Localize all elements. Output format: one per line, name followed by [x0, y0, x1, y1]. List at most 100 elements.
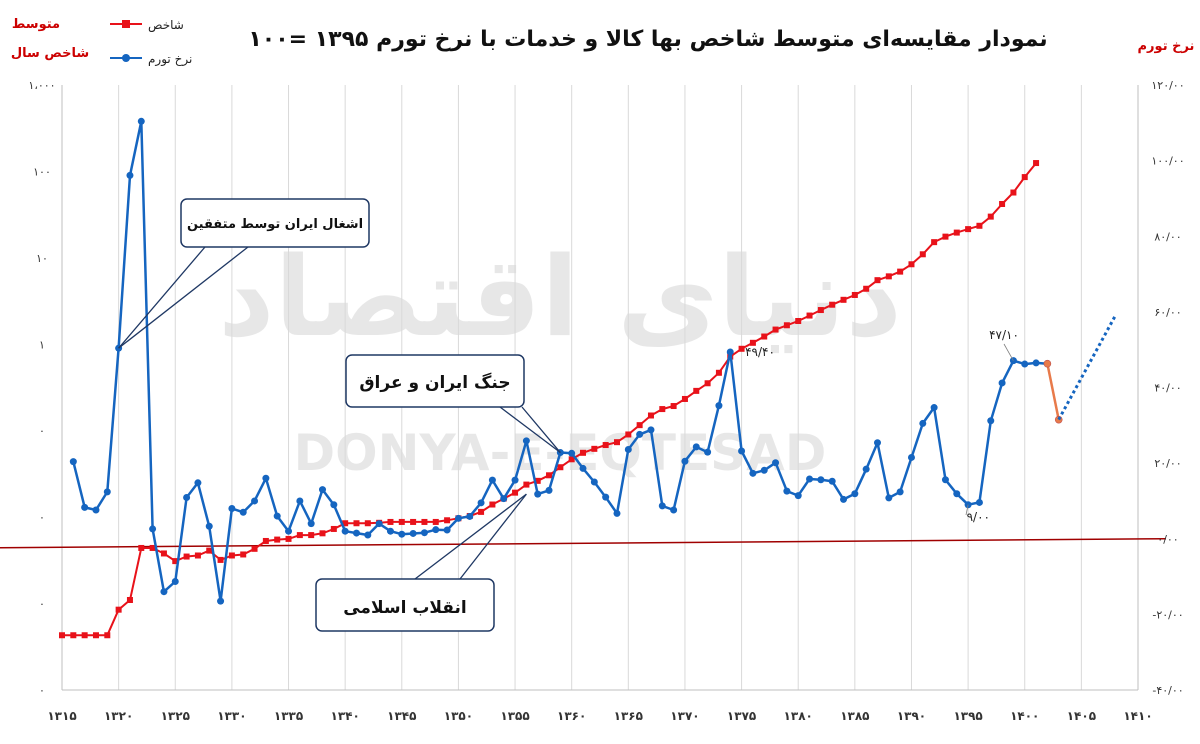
x-tick-label: ۱۳۷۰	[670, 709, 699, 723]
x-tick-label: ۱۳۴۵	[387, 709, 416, 723]
inflation-point	[692, 443, 700, 451]
inflation-point	[726, 348, 734, 356]
left-tick-label: ۰	[39, 684, 45, 697]
x-tick-label: ۱۳۲۰	[104, 709, 133, 723]
inflation-point	[681, 457, 689, 465]
inflation-point	[772, 459, 780, 467]
inflation-point	[103, 488, 111, 496]
index-point	[557, 464, 564, 471]
x-tick-label: ۱۴۱۰	[1123, 709, 1152, 723]
inflation-point	[828, 477, 836, 485]
index-point	[342, 520, 349, 527]
inflation-point	[364, 531, 372, 539]
index-point	[681, 395, 688, 402]
series-line-3	[1057, 314, 1117, 421]
inflation-point	[81, 503, 89, 511]
right-tick-label: -۲۰/۰۰	[1152, 608, 1183, 621]
watermark-fa-text: دنیای اقتصاد	[218, 233, 902, 361]
index-point	[217, 556, 224, 563]
inflation-point	[806, 475, 814, 483]
inflation-point	[613, 509, 621, 517]
index-point	[817, 307, 824, 314]
index-point	[126, 596, 133, 603]
index-point	[353, 520, 360, 527]
legend-marker-inflation	[122, 54, 130, 62]
x-tick-label: ۱۴۰۰	[1010, 709, 1039, 723]
index-point	[659, 406, 666, 413]
inflation-point	[296, 497, 304, 505]
inflation-point	[330, 501, 338, 509]
right-tick-label: -۴۰/۰۰	[1152, 684, 1183, 697]
inflation-point	[998, 379, 1006, 387]
index-point	[806, 312, 813, 319]
x-tick-label: ۱۳۸۵	[840, 709, 869, 723]
index-point	[308, 532, 315, 539]
callout-revolution-box	[315, 578, 495, 632]
index-point	[715, 369, 722, 376]
callout-revolution-pointer-b	[459, 493, 527, 580]
callout-war-pointer-b	[521, 406, 561, 453]
inflation-point	[92, 506, 100, 514]
index-point	[81, 632, 88, 639]
inflation-point	[217, 597, 225, 605]
x-axis-ticks: ۱۳۱۵ ۱۳۲۰ ۱۳۲۵ ۱۳۳۰ ۱۳۳۵ ۱۳۴۰ ۱۳۴۵ ۱۳۵۰ ۱۳۵۵ ۱۳۶۰…	[47, 709, 1152, 723]
inflation-point	[137, 117, 145, 125]
index-point	[138, 544, 145, 551]
index-point	[240, 551, 247, 558]
index-point	[228, 552, 235, 559]
data-label-1395: ۹/۰۰	[967, 510, 990, 524]
index-point	[761, 333, 768, 340]
index-point	[489, 501, 496, 508]
inflation-point	[783, 487, 791, 495]
inflation-point	[919, 419, 927, 427]
index-point	[851, 291, 858, 298]
index-point	[206, 547, 213, 554]
inflation-point	[183, 494, 191, 502]
x-tick-label: ۱۳۴۰	[331, 709, 360, 723]
inflation-point	[511, 476, 519, 484]
index-point	[704, 380, 711, 387]
inflation-point	[488, 476, 496, 484]
x-tick-label: ۱۳۵۰	[444, 709, 473, 723]
index-point	[942, 233, 949, 240]
inflation-point	[285, 527, 293, 535]
x-tick-label: ۱۳۳۰	[217, 709, 246, 723]
inflation-point	[851, 490, 859, 498]
inflation-point	[534, 490, 542, 498]
index-point	[999, 200, 1006, 207]
inflation-point	[420, 529, 428, 537]
index-point	[194, 552, 201, 559]
inflation-point	[568, 449, 576, 457]
right-tick-label: ۸۰/۰۰	[1154, 230, 1181, 243]
legend-marker-index	[122, 20, 130, 28]
index-point	[1010, 189, 1017, 196]
index-point	[897, 268, 904, 275]
inflation-point	[341, 527, 349, 535]
inflation-point	[1032, 359, 1040, 367]
index-point	[115, 606, 122, 613]
inflation-point	[817, 476, 825, 484]
index-point	[534, 477, 541, 484]
index-point	[625, 431, 632, 438]
right-axis-label: نرخ تورم	[1138, 39, 1195, 54]
inflation-point	[443, 526, 451, 534]
index-point	[931, 239, 938, 246]
inflation-point	[647, 426, 655, 434]
right-axis-ticks: -۴۰/۰۰ -۲۰/۰۰ ۰/۰۰ ۲۰/۰۰ ۴۰/۰۰ ۶۰/۰۰ ۸۰/۰۰ ۱۰۰/…	[1151, 79, 1184, 697]
watermark: دنیای اقتصاد DONYA-E-EQTESAD	[218, 233, 902, 482]
right-tick-label: ۱۰۰/۰۰	[1151, 155, 1184, 168]
left-tick-label: ۱	[39, 338, 45, 351]
inflation-point	[873, 439, 881, 447]
legend: شاخص نرخ تورم	[110, 18, 192, 67]
index-point	[149, 544, 156, 551]
inflation-point	[171, 577, 179, 585]
index-point	[478, 508, 485, 515]
index-point	[274, 536, 281, 543]
inflation-point	[262, 474, 270, 482]
index-point	[738, 345, 745, 352]
inflation-point	[862, 465, 870, 473]
inflation-point	[590, 478, 598, 486]
inflation-point	[319, 486, 327, 494]
inflation-point	[477, 499, 485, 507]
x-tick-label: ۱۳۱۵	[47, 709, 76, 723]
